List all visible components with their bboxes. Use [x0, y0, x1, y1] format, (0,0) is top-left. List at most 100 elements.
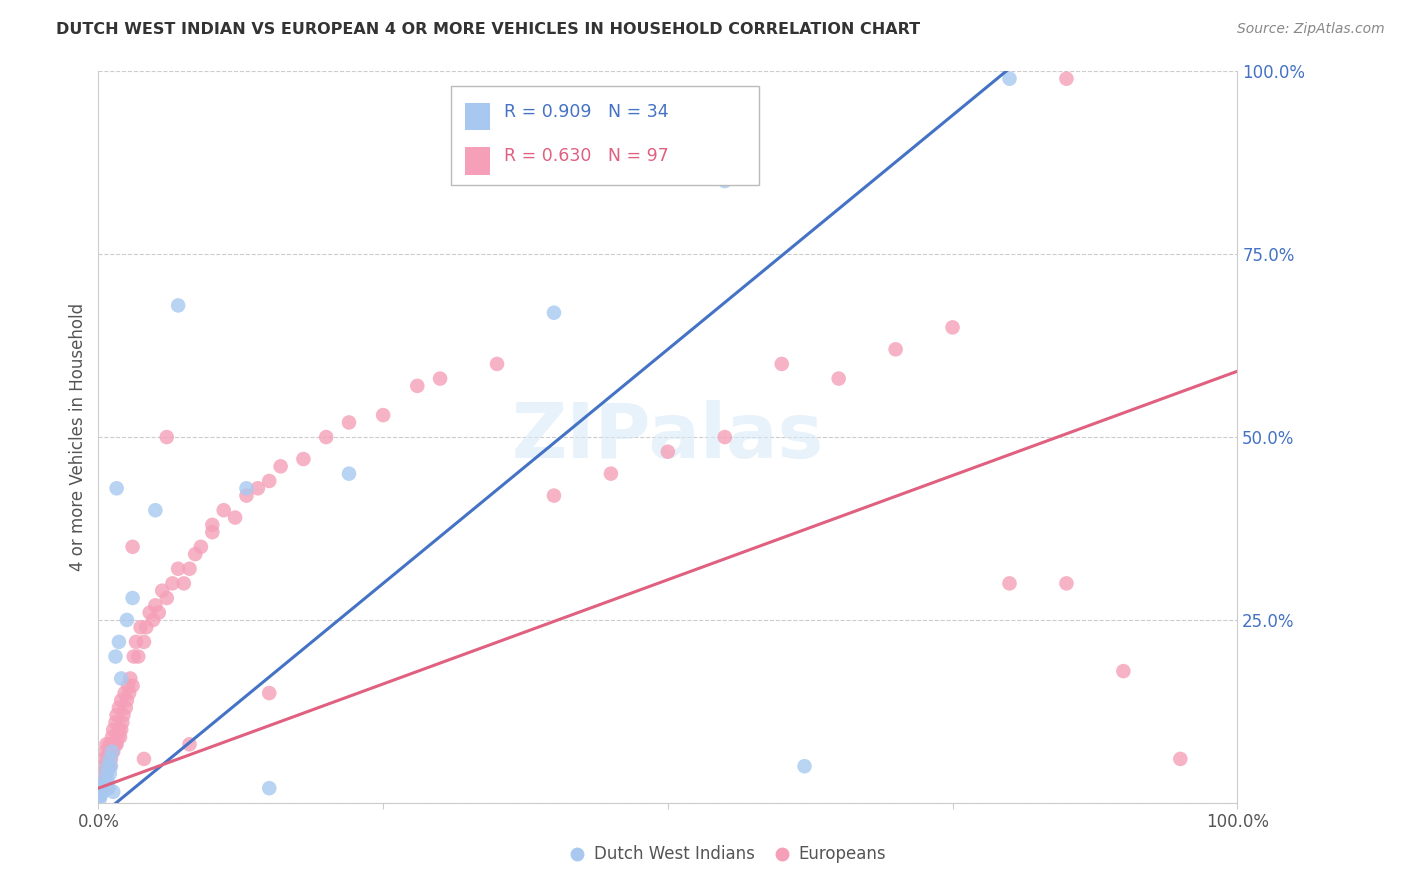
Point: [884, 343, 907, 357]
Point: [657, 444, 679, 458]
Point: [103, 785, 125, 799]
Point: [96, 766, 118, 780]
Point: [998, 71, 1021, 86]
Point: [1112, 664, 1135, 678]
Point: [714, 174, 737, 188]
Point: [337, 467, 360, 481]
Point: [91, 785, 114, 799]
Point: [212, 503, 235, 517]
Point: [93, 781, 115, 796]
Point: [129, 620, 152, 634]
Point: [110, 672, 132, 686]
Point: [167, 298, 190, 312]
Point: [98, 766, 121, 780]
Point: [156, 430, 179, 444]
Text: DUTCH WEST INDIAN VS EUROPEAN 4 OR MORE VEHICLES IN HOUSEHOLD CORRELATION CHART: DUTCH WEST INDIAN VS EUROPEAN 4 OR MORE …: [56, 22, 921, 37]
Point: [96, 766, 118, 780]
Point: [122, 649, 145, 664]
Point: [235, 481, 257, 495]
Point: [998, 576, 1021, 591]
Point: [142, 613, 165, 627]
Point: [98, 745, 121, 759]
Point: [114, 700, 136, 714]
Point: [97, 781, 120, 796]
Point: [94, 766, 117, 780]
Point: [770, 357, 793, 371]
Point: [145, 599, 167, 613]
Point: [100, 752, 122, 766]
Point: [93, 778, 115, 792]
Point: [90, 773, 112, 788]
Point: [100, 759, 122, 773]
Point: [89, 781, 111, 796]
Point: [600, 467, 623, 481]
Point: [108, 635, 131, 649]
Point: [96, 759, 118, 773]
Point: [167, 562, 190, 576]
Point: [714, 430, 737, 444]
Text: ZIPalas: ZIPalas: [512, 401, 824, 474]
Point: [150, 583, 173, 598]
Point: [270, 459, 292, 474]
Point: [90, 785, 112, 799]
Point: [104, 715, 127, 730]
Point: [120, 672, 142, 686]
Point: [162, 576, 184, 591]
Point: [125, 635, 148, 649]
Point: [184, 547, 207, 561]
Point: [108, 700, 131, 714]
Point: [104, 737, 127, 751]
Point: [96, 737, 118, 751]
Point: [1170, 752, 1192, 766]
Point: [132, 752, 155, 766]
Text: Dutch West Indians: Dutch West Indians: [593, 845, 755, 863]
Point: [90, 781, 112, 796]
Point: [117, 679, 139, 693]
Point: [115, 693, 138, 707]
Point: [94, 773, 117, 788]
FancyBboxPatch shape: [451, 86, 759, 185]
Point: [259, 474, 281, 488]
Point: [942, 320, 965, 334]
Point: [90, 781, 112, 796]
Point: [108, 730, 131, 744]
Point: [118, 686, 141, 700]
Point: [107, 730, 129, 744]
Point: [224, 510, 246, 524]
FancyBboxPatch shape: [465, 103, 491, 130]
Point: [96, 752, 118, 766]
Point: [543, 489, 565, 503]
Point: [1054, 71, 1078, 86]
Point: [101, 745, 124, 759]
Point: [110, 723, 132, 737]
Point: [105, 481, 128, 495]
Point: [94, 781, 117, 796]
Point: [98, 737, 121, 751]
Point: [828, 371, 851, 385]
Point: [103, 723, 125, 737]
Point: [132, 635, 155, 649]
Point: [235, 489, 257, 503]
Point: [108, 723, 131, 737]
Point: [138, 606, 160, 620]
Point: [1054, 576, 1078, 591]
Point: [96, 773, 118, 788]
Point: [93, 752, 115, 766]
Point: [103, 737, 125, 751]
Point: [793, 759, 815, 773]
Point: [91, 773, 114, 788]
Point: [179, 562, 201, 576]
Point: [259, 781, 281, 796]
Point: [98, 752, 121, 766]
Point: [98, 759, 121, 773]
Point: [292, 452, 315, 467]
Point: [110, 693, 132, 707]
Point: [121, 540, 143, 554]
Point: [112, 708, 135, 723]
Point: [104, 649, 127, 664]
Point: [406, 379, 429, 393]
Point: [429, 371, 451, 385]
Point: [91, 759, 114, 773]
Text: R = 0.630   N = 97: R = 0.630 N = 97: [503, 147, 669, 165]
Point: [89, 792, 111, 806]
